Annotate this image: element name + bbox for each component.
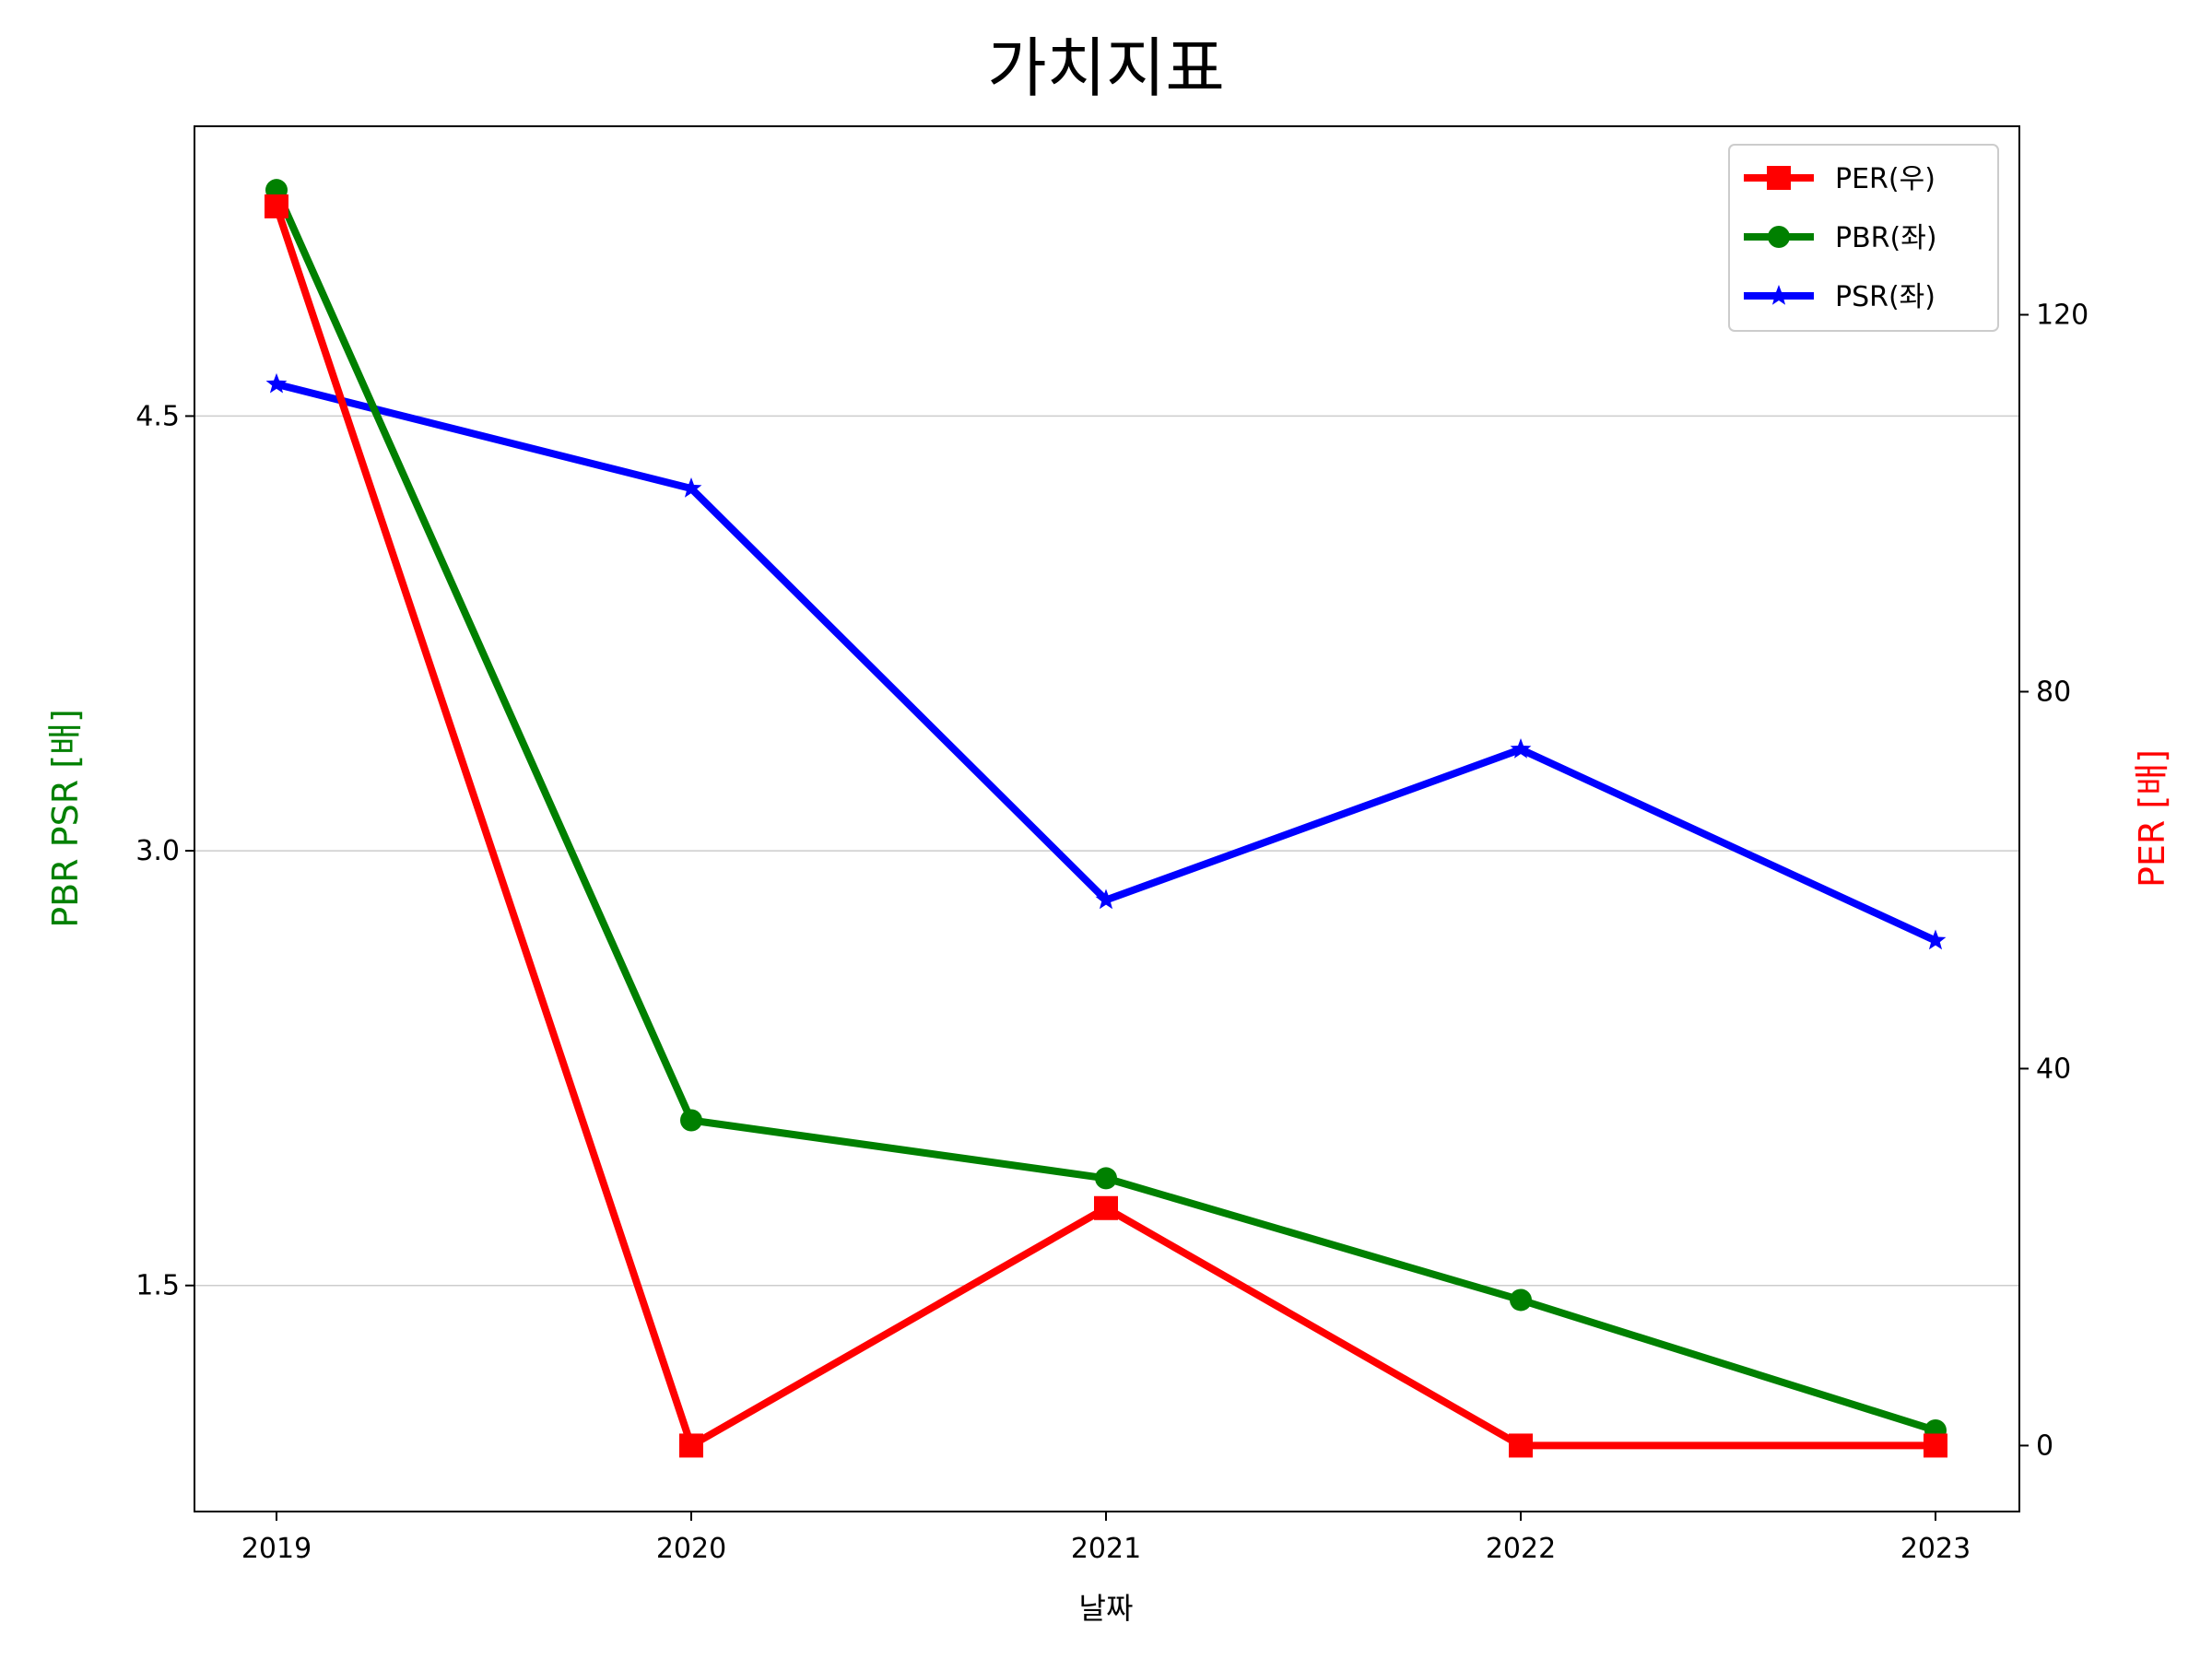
legend-box — [1728, 144, 1999, 332]
x-tick-label: 2019 — [241, 1533, 312, 1565]
legend-label-per: PER(우) — [1835, 163, 1936, 195]
data-point-per — [1924, 1433, 1947, 1458]
data-point-per — [679, 1433, 703, 1458]
legend-marker-per — [1767, 166, 1791, 190]
right-axis-title: PER [배] — [2132, 749, 2172, 888]
x-axis: 2019 2020 2021 2022 2023 — [241, 1512, 1971, 1565]
data-point-psr — [1924, 929, 1947, 950]
right-tick-label: 80 — [2036, 676, 2071, 708]
chart-title: 가치지표 — [987, 30, 1225, 106]
x-axis-title: 날짜 — [1079, 1591, 1134, 1626]
grid-lines — [194, 415, 2019, 1287]
data-point-per — [1509, 1433, 1533, 1458]
right-axis: 0 40 80 120 — [2019, 299, 2088, 1462]
series-markers — [265, 179, 1947, 1458]
left-axis-title: PBR PSR [배] — [45, 709, 86, 928]
legend-label-psr: PSR(좌) — [1835, 281, 1936, 313]
legend: PER(우) PBR(좌) PSR(좌) — [1728, 144, 1999, 332]
legend-marker-psr — [1768, 285, 1790, 305]
left-tick-label: 3.0 — [135, 835, 180, 867]
data-point-pbr — [1510, 1288, 1532, 1312]
data-point-psr — [265, 372, 288, 394]
right-tick-label: 40 — [2036, 1053, 2071, 1085]
data-point-pbr — [680, 1109, 702, 1132]
data-point-per — [265, 194, 288, 218]
data-point-per — [1094, 1195, 1118, 1220]
right-tick-label: 0 — [2036, 1430, 2053, 1462]
x-tick-label: 2021 — [1071, 1533, 1141, 1565]
data-point-pbr — [1095, 1167, 1117, 1190]
left-tick-label: 1.5 — [135, 1270, 180, 1302]
right-tick-label: 120 — [2036, 299, 2088, 331]
left-axis: 1.5 3.0 4.5 — [135, 400, 194, 1302]
x-tick-label: 2022 — [1486, 1533, 1556, 1565]
legend-label-pbr: PBR(좌) — [1835, 222, 1937, 254]
left-tick-label: 4.5 — [135, 400, 180, 432]
x-tick-label: 2020 — [656, 1533, 726, 1565]
x-tick-label: 2023 — [1900, 1533, 1971, 1565]
data-point-psr — [1510, 738, 1532, 759]
legend-marker-pbr — [1768, 226, 1790, 248]
data-point-psr — [1095, 888, 1117, 910]
data-point-psr — [680, 477, 702, 498]
